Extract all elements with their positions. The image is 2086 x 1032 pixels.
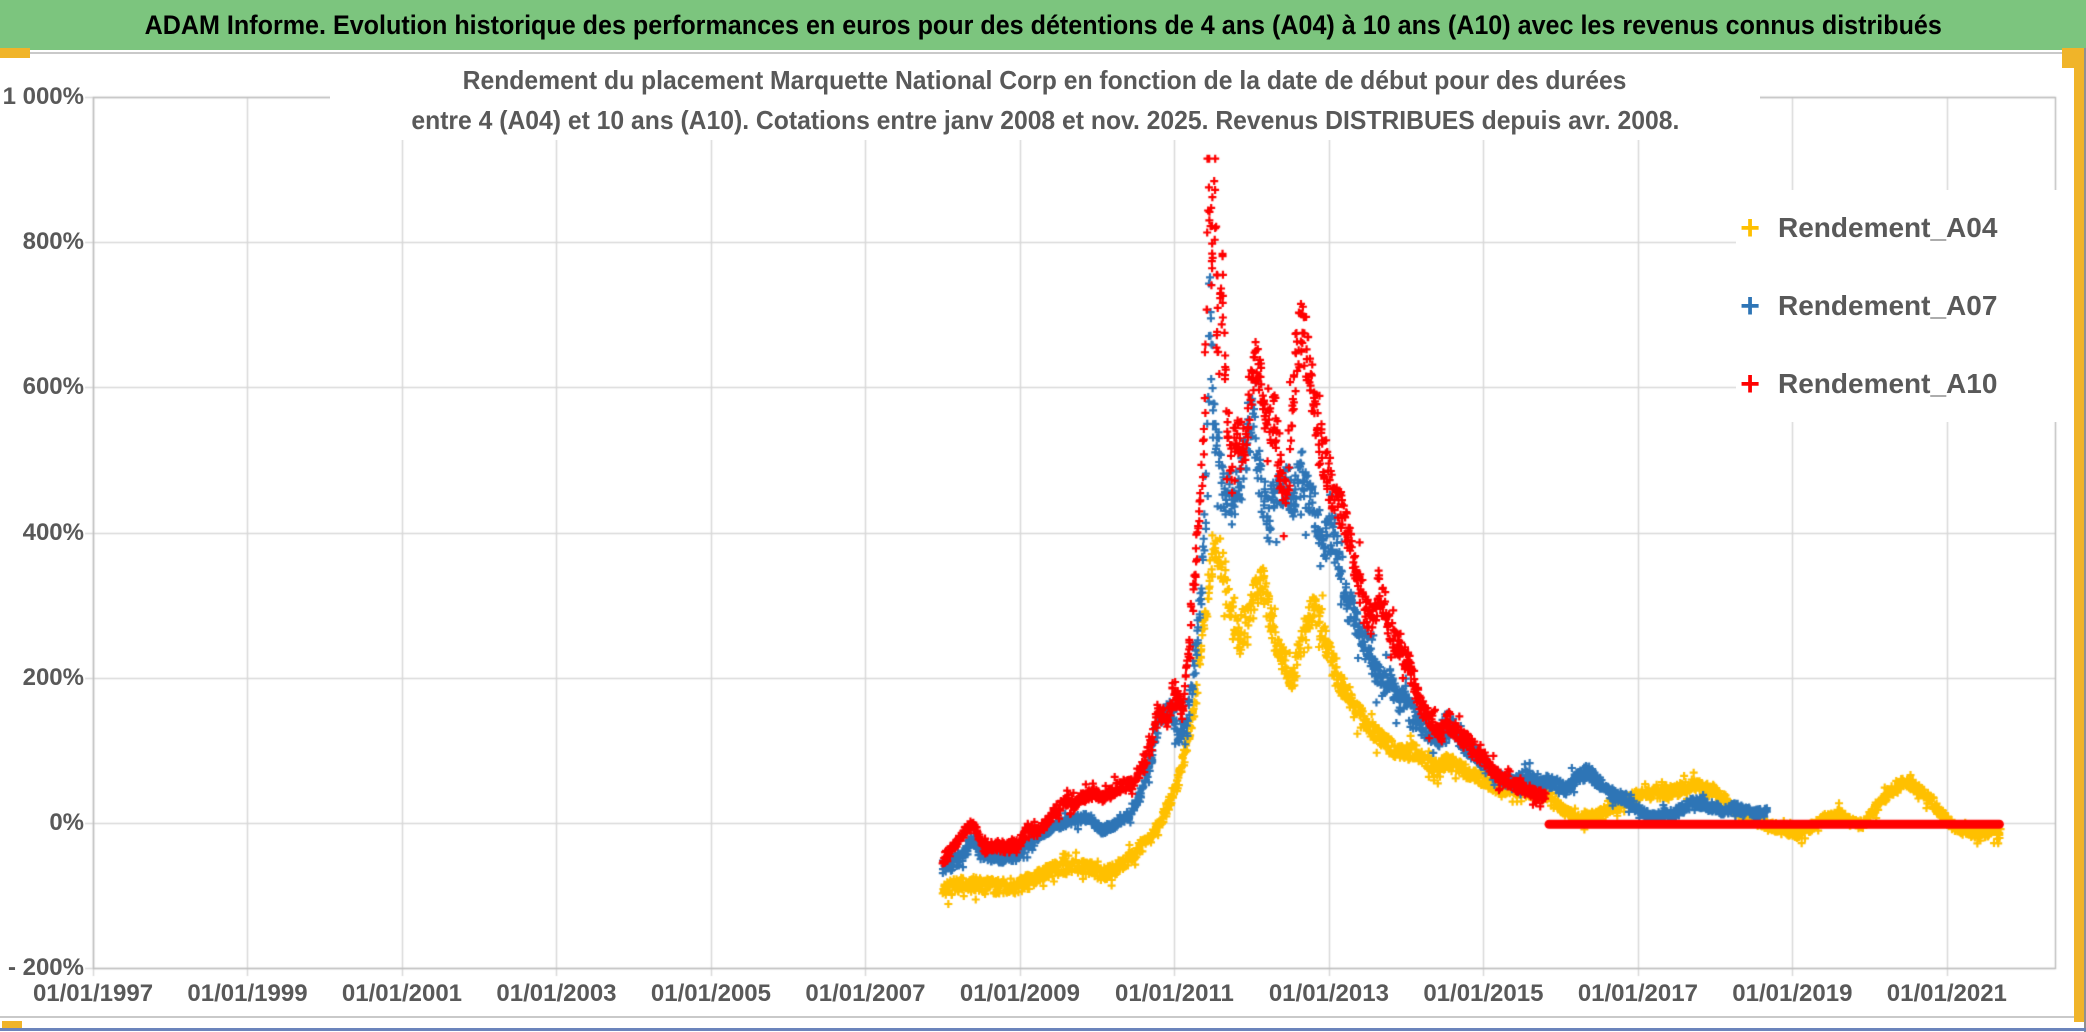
x-tick-label: 01/01/1997 xyxy=(32,980,154,1007)
y-tick-label: - 200% xyxy=(7,954,84,981)
x-tick-label: 01/01/2001 xyxy=(341,980,463,1007)
legend-item-label: Rendement_A04 xyxy=(1778,212,1998,243)
x-tick-label: 01/01/2007 xyxy=(805,980,926,1007)
x-tick-label: 01/01/2013 xyxy=(1268,980,1389,1007)
x-tick-label: 01/01/2003 xyxy=(496,980,617,1007)
window-edge xyxy=(2084,48,2086,1032)
x-tick-label: 01/01/2011 xyxy=(1115,980,1234,1007)
x-tick-label: 01/01/2017 xyxy=(1577,980,1698,1007)
chart-title-line1: Rendement du placement Marquette Nationa… xyxy=(463,65,1627,95)
footer-divider xyxy=(0,1016,2086,1018)
y-tick-label: 200% xyxy=(22,663,84,691)
header-divider xyxy=(0,52,2086,54)
legend-item-rendement_a07[interactable]: + Rendement_A07 xyxy=(1736,274,2072,338)
y-tick-label: 400% xyxy=(22,518,84,546)
plus-marker-icon: + xyxy=(1740,209,1760,247)
x-tick-label: 01/01/2019 xyxy=(1732,980,1853,1007)
chart-legend: + Rendement_A04 + Rendement_A07 + Rendement_A… xyxy=(1736,190,2072,422)
y-tick-label: 1 000% xyxy=(2,83,84,110)
accent-gold-top-left xyxy=(0,48,30,58)
header-title: ADAM Informe. Evolution historique des p… xyxy=(144,9,1942,40)
y-tick-label: 0% xyxy=(49,808,84,836)
plus-marker-icon: + xyxy=(1740,365,1760,403)
accent-gold-bottom-left xyxy=(2,1021,22,1030)
x-tick-label: 01/01/2015 xyxy=(1423,980,1544,1007)
x-tick-label: 01/01/2005 xyxy=(650,980,771,1007)
legend-item-label: Rendement_A07 xyxy=(1778,290,1998,321)
chart-title: Rendement du placement Marquette Nationa… xyxy=(330,60,1760,140)
legend-item-rendement_a04[interactable]: + Rendement_A04 xyxy=(1736,196,2072,260)
y-tick-label: 800% xyxy=(22,228,84,256)
legend-item-label: Rendement_A10 xyxy=(1778,368,1998,399)
chart-title-line2: entre 4 (A04) et 10 ans (A10). Cotations… xyxy=(411,105,1679,135)
x-tick-label: 01/01/2009 xyxy=(959,980,1080,1007)
bottom-border-line xyxy=(0,1028,2086,1031)
header-bar: ADAM Informe. Evolution historique des p… xyxy=(0,0,2086,50)
accent-gold-right-strip xyxy=(2074,48,2084,1022)
x-tick-label: 01/01/2021 xyxy=(1886,980,2007,1007)
y-tick-label: 600% xyxy=(22,373,84,401)
x-tick-label: 01/01/1999 xyxy=(187,980,308,1007)
plus-marker-icon: + xyxy=(1740,287,1760,325)
legend-item-rendement_a10[interactable]: + Rendement_A10 xyxy=(1736,352,2072,416)
